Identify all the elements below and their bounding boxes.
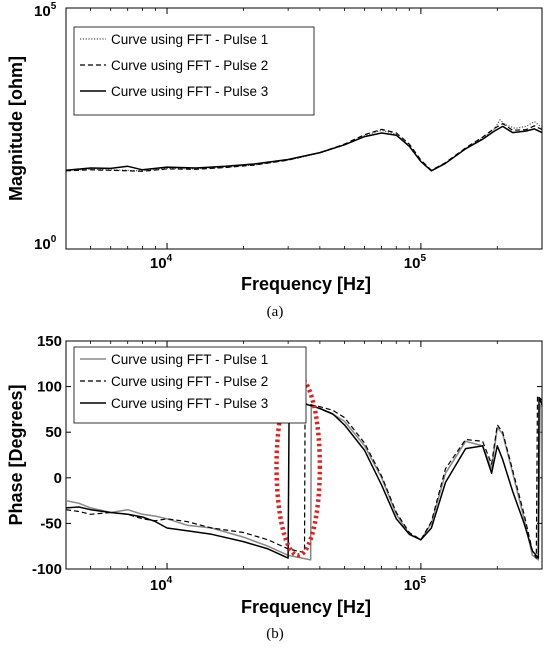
series-line-pulse-1	[66, 119, 542, 172]
x-tick-label: 105	[404, 575, 427, 594]
legend-label: Curve using FFT - Pulse 2	[111, 374, 268, 389]
series-group	[66, 119, 542, 172]
y-tick-label: 100	[37, 379, 62, 396]
y-tick-label: 0	[54, 470, 62, 487]
x-axis-title: Frequency [Hz]	[241, 597, 371, 617]
series-line-pulse-3	[66, 125, 542, 172]
panel-caption: (b)	[266, 626, 284, 642]
y-axis-title: Magnitude [ohm]	[6, 56, 26, 201]
y-tick-exponent: 0	[51, 234, 57, 245]
series-group	[66, 394, 542, 561]
y-tick-label: -100	[32, 561, 62, 578]
chart-panel-b: 104 105 -100 -50 0 50 100 150 Frequency [Hz] Phas…	[6, 333, 543, 642]
x-tick-label: 105	[404, 253, 427, 272]
x-tick-label: 104	[150, 253, 173, 272]
legend-label: Curve using FFT - Pulse 1	[111, 32, 268, 47]
legend-label: Curve using FFT - Pulse 3	[111, 84, 268, 99]
y-tick-label: 50	[45, 424, 62, 441]
series-line-pulse-2	[66, 122, 542, 172]
legend-box	[73, 346, 307, 424]
x-tick-exponent: 5	[420, 253, 426, 264]
x-tick-label: 104	[150, 575, 173, 594]
panel-caption: (a)	[267, 304, 284, 320]
legend-box	[73, 26, 315, 116]
x-tick-exponent: 4	[167, 575, 173, 586]
series-line-pulse-2	[66, 395, 542, 559]
y-axis-title: Phase [Degrees]	[6, 384, 26, 525]
x-axis-title: Frequency [Hz]	[241, 274, 371, 294]
highlight-ellipse	[274, 375, 323, 558]
x-tick-exponent: 5	[420, 575, 426, 586]
legend-label: Curve using FFT - Pulse 1	[111, 352, 268, 367]
chart-panel-a: 104 105 100 105 Frequency [Hz] Magnitude [ohm…	[6, 1, 543, 320]
y-tick-label: 105	[34, 1, 57, 20]
y-tick-label: 150	[37, 333, 62, 350]
legend-label: Curve using FFT - Pulse 3	[111, 396, 268, 411]
legend-label: Curve using FFT - Pulse 2	[111, 58, 268, 73]
y-tick-label: -50	[40, 515, 62, 532]
x-tick-exponent: 4	[167, 253, 173, 264]
series-line-pulse-3	[66, 394, 542, 559]
y-tick-exponent: 5	[51, 1, 57, 12]
y-tick-label: 100	[34, 234, 57, 253]
